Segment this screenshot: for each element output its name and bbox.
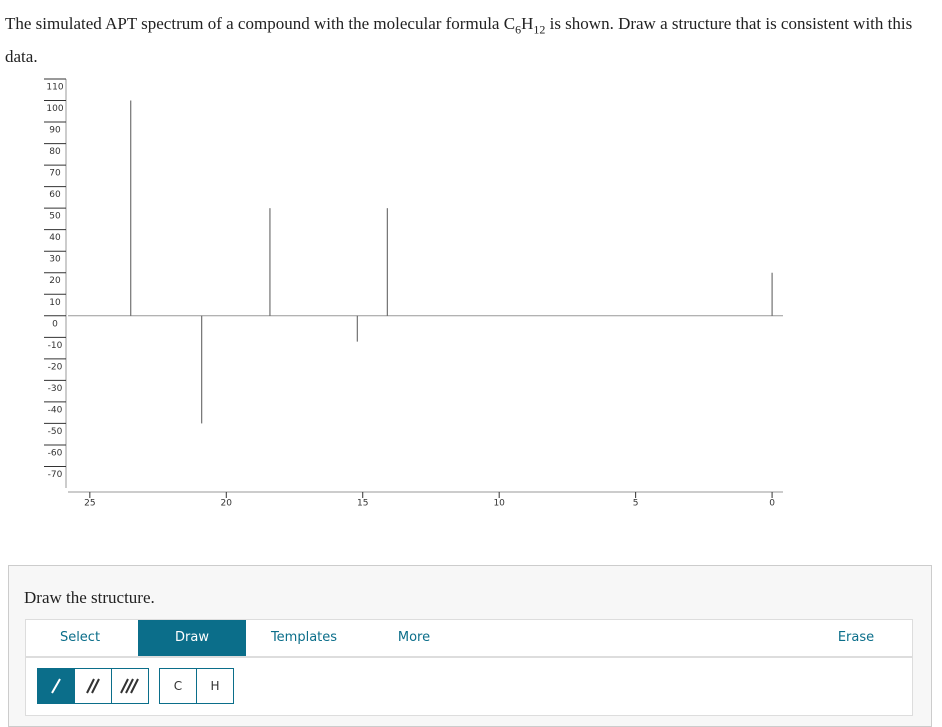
bond-tools <box>37 668 149 704</box>
icon <box>51 678 61 694</box>
question: The simulated APT spectrum of a compound… <box>5 10 915 70</box>
y-tick-label: -50 <box>48 427 63 437</box>
subscript: 6 <box>515 22 522 37</box>
question-text: The simulated APT spectrum of a compound… <box>5 14 516 33</box>
y-tick-label: -70 <box>48 470 63 480</box>
y-tick-label: -20 <box>48 362 63 372</box>
draw-panel: Draw the structure. Select Draw Template… <box>8 565 932 727</box>
atom-tools: C H <box>159 668 234 704</box>
icon <box>86 678 100 694</box>
tab[interactable]: Draw <box>138 620 246 656</box>
y-tick-label: 20 <box>49 276 61 286</box>
y-tick-label: 70 <box>49 169 61 179</box>
y-tick-label: -40 <box>48 405 63 415</box>
question-text: is shown. Draw a structure that is consi… <box>5 14 913 67</box>
x-tick-label: 10 <box>493 499 505 509</box>
y-tick-label: 0 <box>52 319 58 329</box>
y-tick-label: 40 <box>49 233 61 243</box>
icon <box>120 678 139 694</box>
erase-button[interactable]: Erase <box>837 630 875 645</box>
atom-button[interactable]: C <box>160 669 197 703</box>
single-bond[interactable] <box>38 669 75 703</box>
y-tick-label: -30 <box>48 384 63 394</box>
panel-heading: Draw the structure. <box>24 588 155 607</box>
y-tick-label: 60 <box>49 190 61 200</box>
triple-bond[interactable] <box>112 669 148 703</box>
y-tick-label: 80 <box>49 147 61 157</box>
spectrum-chart: 1101009080706050403020100-10-20-30-40-50… <box>44 78 783 509</box>
x-tick-label: 25 <box>84 499 95 509</box>
y-tick-label: -10 <box>48 341 63 351</box>
tab[interactable]: Select <box>59 630 101 645</box>
question-text: H <box>521 14 534 33</box>
y-tick-label: 30 <box>49 255 61 265</box>
y-tick-label: 50 <box>49 212 61 222</box>
x-tick-label: 20 <box>221 499 233 509</box>
x-tick-label: 5 <box>633 499 639 509</box>
subscript: 12 <box>533 22 546 37</box>
y-tick-label: 100 <box>46 104 63 114</box>
tool-row: C H <box>25 657 913 716</box>
y-tick-label: 110 <box>46 83 63 93</box>
tab[interactable]: Templates <box>270 630 338 645</box>
y-tick-label: 90 <box>49 126 61 136</box>
tab[interactable]: More <box>397 630 431 645</box>
x-tick-label: 15 <box>357 499 368 509</box>
atom-button[interactable]: H <box>210 679 220 693</box>
y-tick-label: 10 <box>49 298 61 308</box>
y-tick-label: -60 <box>48 448 63 458</box>
toolbar: Select Draw Templates More Erase <box>25 619 913 657</box>
double-bond[interactable] <box>75 669 112 703</box>
x-tick-label: 0 <box>769 499 775 509</box>
